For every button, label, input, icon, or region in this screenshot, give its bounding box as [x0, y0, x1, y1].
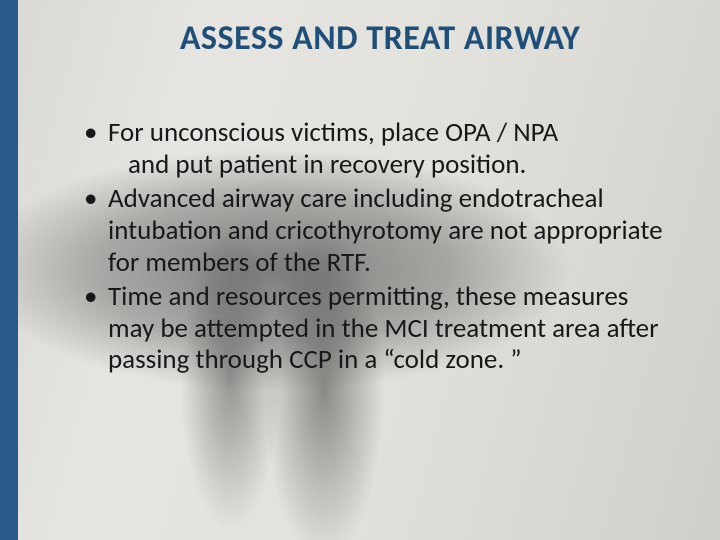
slide-content: ASSESS AND TREAT AIRWAY For unconscious … [0, 0, 720, 540]
list-item: For unconscious victims, place OPA / NPA… [80, 117, 680, 181]
bullet-text-continuation: and put patient in recovery position. [108, 149, 680, 181]
bullet-text: Advanced airway care including endotrach… [108, 183, 680, 279]
slide: ASSESS AND TREAT AIRWAY For unconscious … [0, 0, 720, 540]
bullet-list: For unconscious victims, place OPA / NPA… [80, 117, 680, 376]
list-item: Time and resources permitting, these mea… [80, 281, 680, 377]
slide-title: ASSESS AND TREAT AIRWAY [80, 20, 680, 57]
bullet-text: Time and resources permitting, these mea… [108, 281, 680, 377]
bullet-text: For unconscious victims, place OPA / NPA [108, 117, 680, 149]
list-item: Advanced airway care including endotrach… [80, 183, 680, 279]
